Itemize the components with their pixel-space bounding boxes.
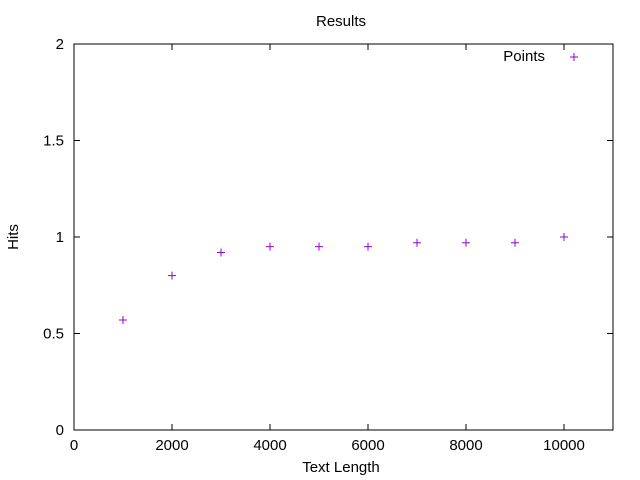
data-points [119,233,568,324]
data-point [168,271,176,280]
x-tick-label: 0 [70,437,78,454]
data-point [560,233,568,241]
data-point [315,242,323,251]
legend: Points [503,48,578,65]
legend-label: Points [503,48,545,65]
x-tick-label: 4000 [253,437,286,454]
data-point [364,242,372,251]
y-tick-label: 1.5 [43,133,64,150]
plot-frame [73,43,614,431]
data-point [266,242,274,251]
x-tick-label: 2000 [155,437,188,454]
data-point [217,248,225,257]
data-point [462,238,470,247]
y-tick-label: 1 [56,229,64,246]
y-axis-label: Hits [5,224,22,250]
x-axis-label: Text Length [302,459,380,476]
y-axis: 0 0.5 1 1.5 2 [43,36,613,439]
x-tick-label: 6000 [351,437,384,454]
x-tick-label: 8000 [449,437,482,454]
chart-title: Results [316,13,366,30]
x-axis: 0 2000 4000 6000 8000 10000 [70,44,585,454]
legend-marker [570,53,578,61]
y-tick-label: 2 [56,36,64,53]
data-point [119,315,127,324]
data-point [413,238,421,247]
y-tick-label: 0 [56,422,64,439]
legend-marker-glyph [570,53,578,61]
x-tick-label: 10000 [543,437,585,454]
data-point [511,238,519,247]
y-tick-label: 0.5 [43,326,64,343]
